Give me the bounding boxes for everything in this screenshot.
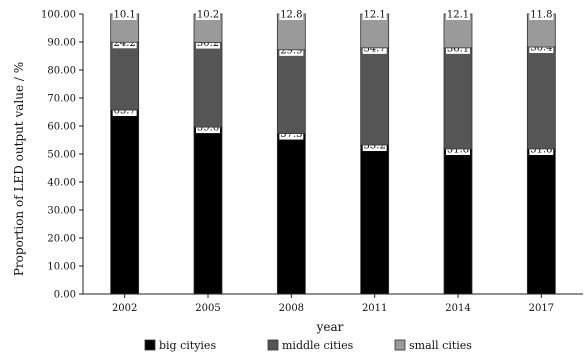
data-label-small-cities-2011: 12.1 [364,10,386,21]
data-label-big-cityies-2011: 53.2 [364,141,386,152]
y-tick-label: 40.00 [47,178,76,189]
legend: big cityies middle cities small cities [144,339,472,352]
legend-swatch [394,339,406,351]
data-label-middle-cities-2017: 36.4 [530,43,552,54]
data-label-bg [196,8,220,20]
y-tick-label: 0.00 [54,290,76,301]
data-label-small-cities-2017: 11.8 [530,10,552,21]
bar-middle-cities-2005 [193,42,223,128]
data-label-middle-cities-2005: 30.2 [197,38,219,49]
data-label-bg [362,8,387,20]
y-tick-label: 80.00 [47,66,76,77]
bar-big-cityies-2005 [193,126,223,295]
bar-group-2002: 65.7 24.2 10.1 [110,8,140,295]
x-axis: 2002 2005 2008 2011 2014 2017 [83,293,583,314]
y-axis-label: Proportion of LED output value / % [12,62,26,276]
legend-label: big cityies [159,339,216,352]
data-label-big-cityies-2008: 57.3 [280,129,302,140]
bar-middle-cities-2014 [443,47,473,150]
bar-middle-cities-2011 [360,47,390,146]
bar-group-2011: 53.2 34.7 12.1 [360,8,390,295]
data-label-big-cityies-2005: 59.6 [197,123,219,134]
data-label-small-cities-2014: 12.1 [447,10,469,21]
data-label-big-cityies-2002: 65.7 [114,106,136,117]
data-label-middle-cities-2014: 36.1 [447,43,469,54]
data-label-big-cityies-2014: 51.8 [447,144,469,155]
y-axis: 0.00 10.00 20.00 30.00 40.00 50.00 60.00 70.00 8… [41,10,84,301]
data-label-middle-cities-2008: 29.9 [280,45,302,56]
y-tick-label: 100.00 [41,10,76,21]
y-tick-label: 30.00 [47,206,76,217]
data-label-small-cities-2002: 10.1 [114,10,136,21]
x-tick-label-2005: 2005 [195,303,220,314]
data-label-middle-cities-2011: 34.7 [364,43,386,54]
data-label-small-cities-2008: 12.8 [280,10,302,21]
data-label-bg [446,8,470,20]
y-tick-label: 60.00 [47,122,76,133]
x-tick-label-2011: 2011 [362,303,387,314]
bar-big-cityies-2011 [360,144,390,295]
data-label-small-cities-2005: 10.2 [197,10,219,21]
plot-area: 65.7 24.2 10.1 59.6 30.2 10.2 57.3 29.9 12.8 53.2… [110,8,556,295]
legend-item-small-cities: small cities [394,339,472,352]
legend-label: small cities [409,339,472,352]
bar-group-2017: 51.8 36.4 11.8 [526,8,556,295]
y-tick-label: 10.00 [47,262,76,273]
data-label-bg [279,8,304,20]
bar-big-cityies-2008 [276,133,306,295]
bar-middle-cities-2017 [526,46,556,150]
x-tick-label-2002: 2002 [112,303,137,314]
legend-swatch [267,339,279,351]
data-label-middle-cities-2002: 24.2 [114,38,136,49]
legend-swatch [144,339,156,351]
data-label-bg [529,8,554,20]
legend-item-middle-cities: middle cities [267,339,354,352]
bar-group-2014: 51.8 36.1 12.1 [443,8,473,295]
bar-big-cityies-2014 [443,148,473,295]
bar-middle-cities-2008 [276,49,306,134]
y-tick-label: 50.00 [47,150,76,161]
y-tick-label: 70.00 [47,94,76,105]
legend-item-big-cityies: big cityies [144,339,216,352]
x-tick-label-2008: 2008 [279,303,304,314]
y-tick-label: 20.00 [47,234,76,245]
bar-group-2005: 59.6 30.2 10.2 [193,8,223,295]
bar-middle-cities-2002 [110,41,140,111]
x-tick-label-2014: 2014 [445,303,470,314]
x-tick-label-2017: 2017 [529,303,554,314]
bar-big-cityies-2002 [110,109,140,295]
data-label-big-cityies-2017: 51.8 [530,144,552,155]
y-tick-label: 90.00 [47,38,76,49]
legend-label: middle cities [282,339,354,352]
x-axis-label: year [316,320,344,334]
data-label-bg [112,8,137,20]
bar-group-2008: 57.3 29.9 12.8 [276,8,306,295]
bar-big-cityies-2017 [526,148,556,295]
